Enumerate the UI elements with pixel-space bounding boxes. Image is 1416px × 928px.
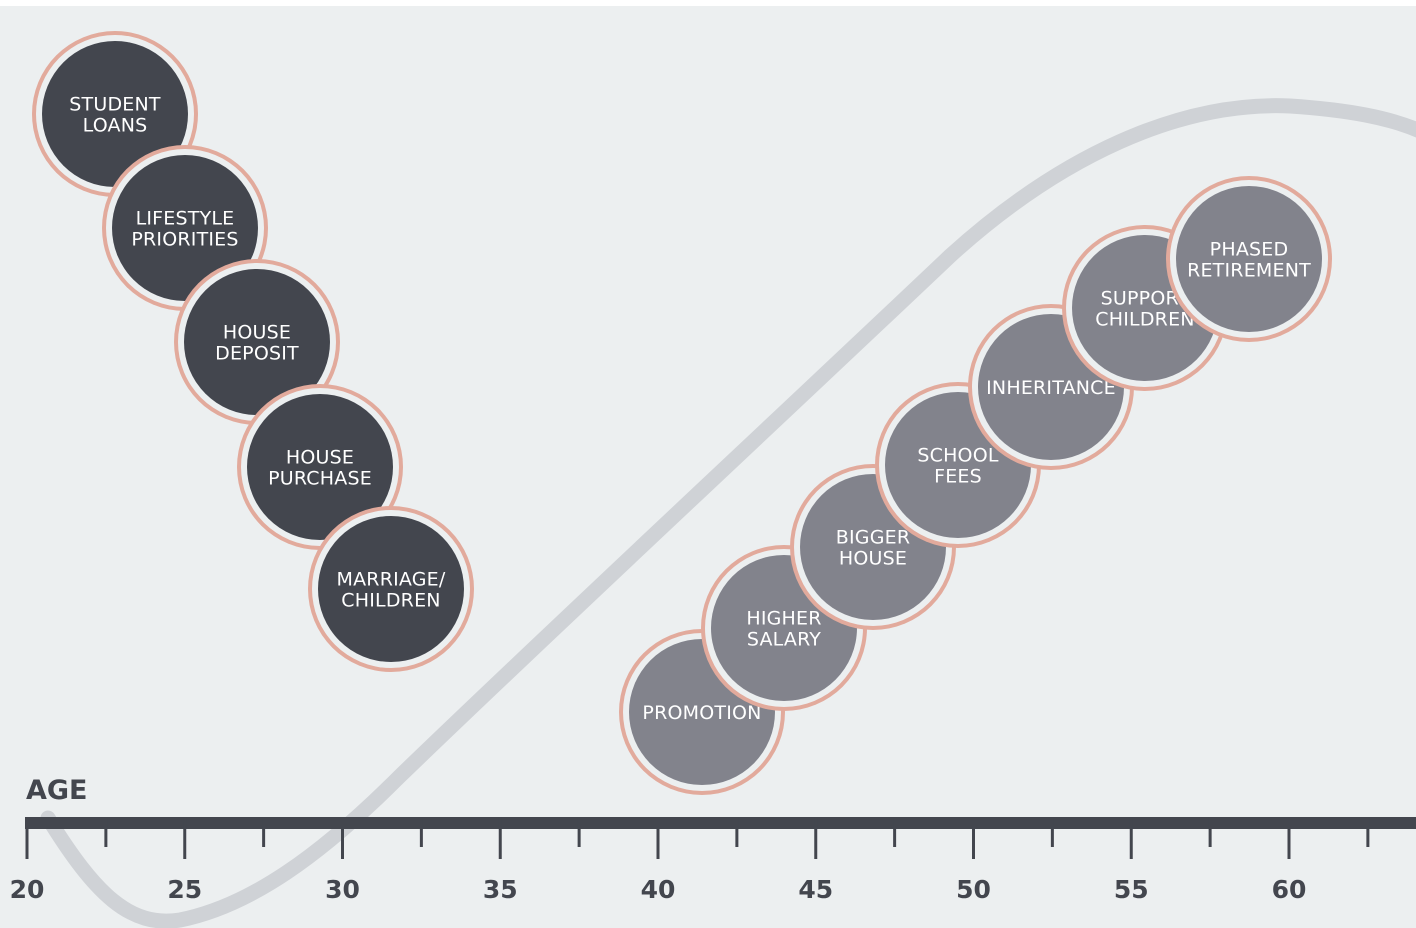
event-label: HIGHER [746, 608, 821, 630]
tick-label: 50 [956, 875, 991, 904]
event-label: INHERITANCE [986, 377, 1116, 399]
event-label: CHILDREN [1095, 309, 1194, 331]
event-label: BIGGER [836, 527, 911, 549]
major-tick [972, 817, 975, 859]
axis-title: AGE [26, 775, 88, 806]
event-marriage-children: MARRIAGE/CHILDREN [308, 506, 474, 672]
event-circle [184, 269, 330, 415]
tick-label: 40 [641, 875, 676, 904]
major-tick [341, 817, 344, 859]
event-label: FEES [934, 466, 982, 488]
minor-tick [1208, 817, 1212, 847]
diagram-canvas: STUDENTLOANSLIFESTYLEPRIORITIESHOUSEDEPO… [10, 31, 1416, 928]
major-tick [183, 817, 187, 859]
age-axis: AGE 20 25 30 35 40 45 50 55 60 [10, 775, 1416, 904]
event-label: PURCHASE [268, 468, 372, 490]
event-label: PHASED [1210, 239, 1289, 261]
minor-tick [1050, 817, 1054, 847]
minor-tick [577, 817, 581, 847]
minor-tick [893, 817, 897, 847]
event-label: PROMOTION [642, 702, 761, 724]
minor-tick [262, 817, 266, 847]
wealth-curve [40, 98, 1416, 928]
life-stage-diagram: STUDENT LOANS LIFESTYLE PRIORITIES HOUSE DEPO… [0, 6, 1416, 928]
major-tick [1129, 817, 1133, 859]
event-label: PRIORITIES [131, 229, 238, 251]
event-label: SALARY [747, 629, 821, 651]
tick-label: 25 [167, 875, 202, 904]
event-label: HOUSE [286, 447, 354, 469]
event-circle [112, 155, 258, 301]
event-circle [42, 41, 188, 187]
event-circle [318, 516, 464, 662]
major-tick [656, 817, 660, 859]
event-label: SUPPORT [1101, 288, 1190, 310]
tick-label: 20 [10, 875, 45, 904]
minor-tick [104, 817, 108, 847]
event-label: HOUSE [839, 548, 907, 570]
event-label: STUDENT [69, 94, 161, 116]
event-circle [247, 394, 393, 540]
major-tick [498, 817, 502, 859]
minor-tick [1366, 817, 1370, 847]
tick-label: 55 [1114, 875, 1149, 904]
event-label: SCHOOL [917, 445, 999, 467]
event-label: HOUSE [223, 322, 291, 344]
axis-bar [25, 817, 1416, 829]
tick-label: 35 [483, 875, 518, 904]
event-circle [1176, 186, 1322, 332]
event-label: RETIREMENT [1187, 260, 1311, 282]
tick-label: 30 [325, 875, 360, 904]
tick-label: 45 [798, 875, 833, 904]
event-label: DEPOSIT [215, 343, 299, 365]
event-label: MARRIAGE/ [337, 569, 446, 591]
events-layer: STUDENTLOANSLIFESTYLEPRIORITIESHOUSEDEPO… [32, 31, 1332, 795]
minor-tick [419, 817, 423, 847]
event-label: CHILDREN [341, 590, 440, 612]
major-tick [1287, 817, 1291, 859]
minor-tick [735, 817, 739, 847]
tick-label: 60 [1272, 875, 1307, 904]
major-tick [25, 817, 29, 859]
event-label: LIFESTYLE [136, 208, 235, 230]
event-label: LOANS [83, 115, 148, 137]
major-tick [814, 817, 818, 859]
